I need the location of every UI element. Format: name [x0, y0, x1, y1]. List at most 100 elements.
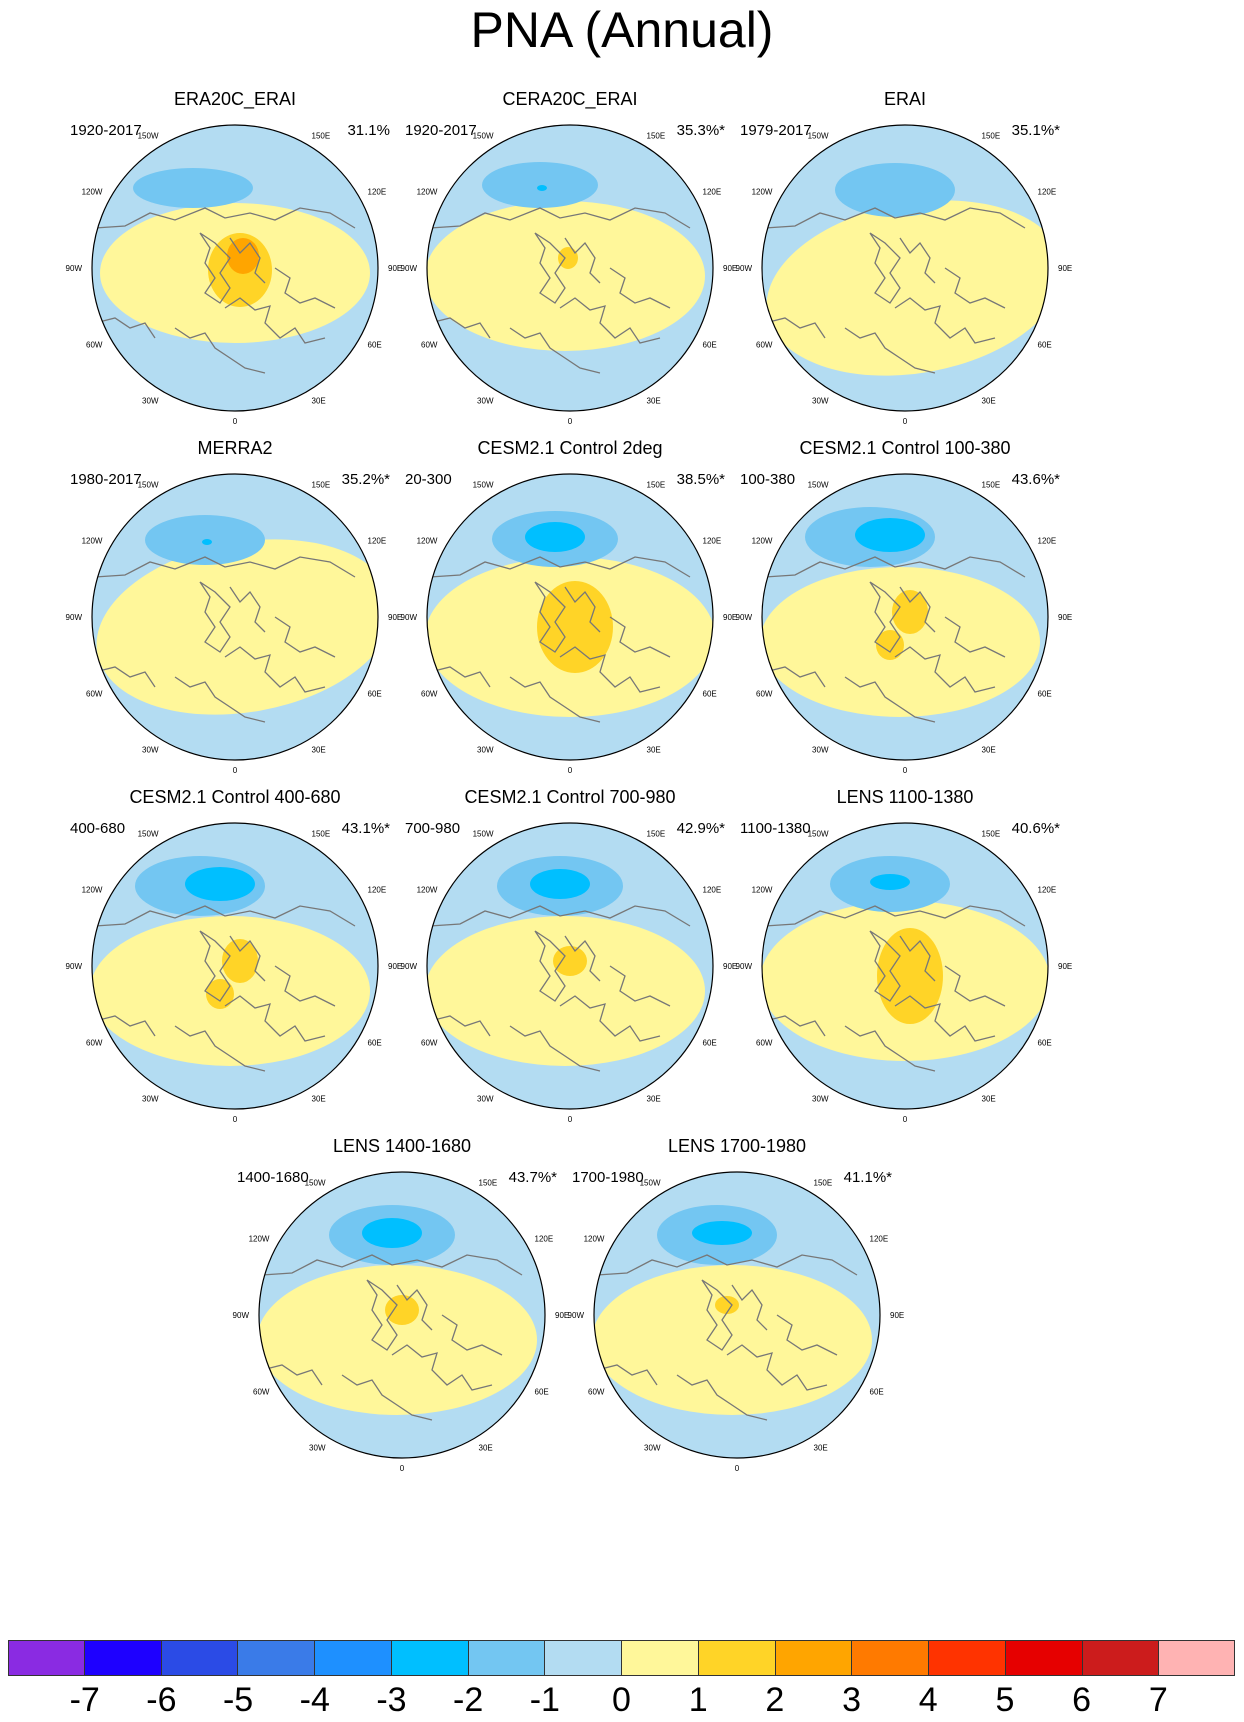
coastline	[894, 995, 996, 1042]
longitude-label: 30E	[982, 746, 996, 755]
longitude-label: 90W	[233, 1311, 250, 1320]
negative-anomaly-region	[202, 539, 212, 545]
longitude-label: 90W	[66, 962, 83, 971]
positive-anomaly-region	[558, 247, 578, 269]
longitude-label: 120E	[1038, 537, 1057, 546]
longitude-label: 60E	[1038, 1039, 1052, 1048]
coastline	[429, 666, 491, 688]
longitude-label: 30W	[477, 746, 494, 755]
longitude-label: 30W	[142, 397, 159, 406]
coastline	[726, 1344, 828, 1391]
polar-map: 180 150E 120E 90E 60E 30E 0 30W 60W 90W 120W 150W	[736, 467, 1073, 775]
coastline	[229, 237, 266, 284]
coastline	[534, 232, 566, 304]
colorbar-swatch	[391, 1640, 469, 1676]
longitude-label: 60E	[703, 1039, 717, 1048]
longitude-label: 60W	[421, 690, 438, 699]
longitude-label: 180	[228, 816, 242, 818]
coastline	[609, 267, 671, 309]
positive-anomaly-region	[766, 200, 1048, 376]
coastline	[764, 905, 1026, 927]
colorbar-swatch	[622, 1640, 699, 1676]
longitude-label: 150E	[647, 480, 666, 489]
positive-anomaly-region	[427, 201, 705, 351]
longitude-label: 150W	[473, 480, 494, 489]
positive-anomaly-region	[877, 928, 943, 1024]
longitude-label: 0	[568, 766, 573, 775]
longitude-label: 180	[228, 118, 242, 120]
colorbar-swatch	[698, 1640, 776, 1676]
longitude-label: 60E	[703, 690, 717, 699]
coastline	[899, 237, 936, 284]
colorbar-tick-label: -2	[453, 1681, 484, 1719]
longitude-label: 120W	[752, 537, 773, 546]
coastline	[944, 965, 1006, 1007]
longitude-label: 0	[400, 1464, 405, 1473]
colorbar-tick-label: 1	[688, 1681, 708, 1719]
longitude-label: 60W	[86, 690, 103, 699]
longitude-label: 150W	[138, 829, 159, 838]
colorbar-tick-label: 4	[918, 1681, 938, 1719]
longitude-label: 120W	[417, 537, 438, 546]
longitude-label: 60E	[368, 690, 382, 699]
coastline	[199, 930, 231, 1002]
map-panel: CESM2.1 Control 400-680400-68043.1%*1801…	[55, 786, 415, 1146]
coastline	[274, 965, 336, 1007]
positive-anomaly-region	[206, 979, 234, 1009]
panel-period: 1979-2017	[740, 122, 812, 139]
coastline	[869, 581, 901, 653]
longitude-label: 0	[903, 766, 908, 775]
coastline	[869, 232, 901, 304]
coastline	[366, 1279, 398, 1351]
map-panel: CERA20C_ERAI 1920-2017 35.3%* 180 150E 120E 90…	[390, 88, 750, 448]
coastline	[844, 676, 936, 723]
longitude-label: 0	[903, 417, 908, 426]
longitude-label: 150E	[814, 1178, 833, 1187]
coastline	[94, 317, 156, 339]
longitude-label: 180	[730, 1165, 744, 1167]
coastline	[391, 1344, 493, 1391]
negative-anomaly-region	[362, 1218, 422, 1248]
longitude-label: 90E	[723, 962, 737, 971]
coastline	[341, 1374, 433, 1421]
longitude-label: 180	[563, 118, 577, 120]
longitude-label: 120E	[870, 1235, 889, 1244]
coastline	[229, 586, 266, 633]
colorbar-tick-label: -7	[69, 1681, 100, 1719]
longitude-label: 90E	[723, 264, 737, 273]
coastline	[564, 586, 601, 633]
colorbar-swatch	[545, 1640, 622, 1676]
figure-title: PNA (Annual)	[470, 2, 774, 58]
map-panel: LENS 1700-1980 1700-1980 41.1%* 180 150E 120E…	[557, 1135, 917, 1495]
panel-title: CERA20C_ERAI	[502, 89, 638, 109]
map-panel: CESM2.1 Control 700-980700-98042.9%*1801…	[390, 786, 750, 1146]
longitude-label: 120E	[703, 188, 722, 197]
polar-map: 180 150E 120E 90E 60E 30E 0 30W 60W 90W 120W 150W	[568, 1165, 905, 1473]
longitude-label: 30E	[982, 1095, 996, 1104]
map-boundary	[761, 822, 1049, 1110]
longitude-label: 0	[233, 1115, 238, 1124]
longitude-label: 120W	[249, 1235, 270, 1244]
colorbar-tick-label: 6	[1072, 1681, 1092, 1719]
colorbar-swatch	[1159, 1640, 1235, 1676]
longitude-label: 180	[898, 467, 912, 469]
coastline	[396, 1284, 433, 1331]
coastline	[94, 207, 356, 229]
polar-map: 180 150E 120E 90E 60E 30E 0 30W 60W 90W 120W 150W	[66, 816, 403, 1124]
longitude-label: 180	[228, 467, 242, 469]
longitude-label: 150E	[647, 131, 666, 140]
longitude-label: 90E	[1058, 613, 1072, 622]
polar-map: 180 150E 120E 90E 60E 30E 0 30W 60W 90W 120W 150W	[66, 118, 403, 426]
map-boundary	[426, 473, 714, 761]
longitude-label: 30W	[309, 1444, 326, 1453]
longitude-label: 90W	[736, 613, 753, 622]
longitude-label: 60E	[1038, 690, 1052, 699]
coastline	[261, 1364, 323, 1386]
longitude-label: 180	[563, 467, 577, 469]
longitude-label: 30W	[142, 746, 159, 755]
longitude-label: 120W	[752, 886, 773, 895]
longitude-label: 120E	[368, 537, 387, 546]
longitude-label: 30E	[479, 1444, 493, 1453]
longitude-label: 90W	[66, 264, 83, 273]
coastline	[899, 935, 936, 982]
